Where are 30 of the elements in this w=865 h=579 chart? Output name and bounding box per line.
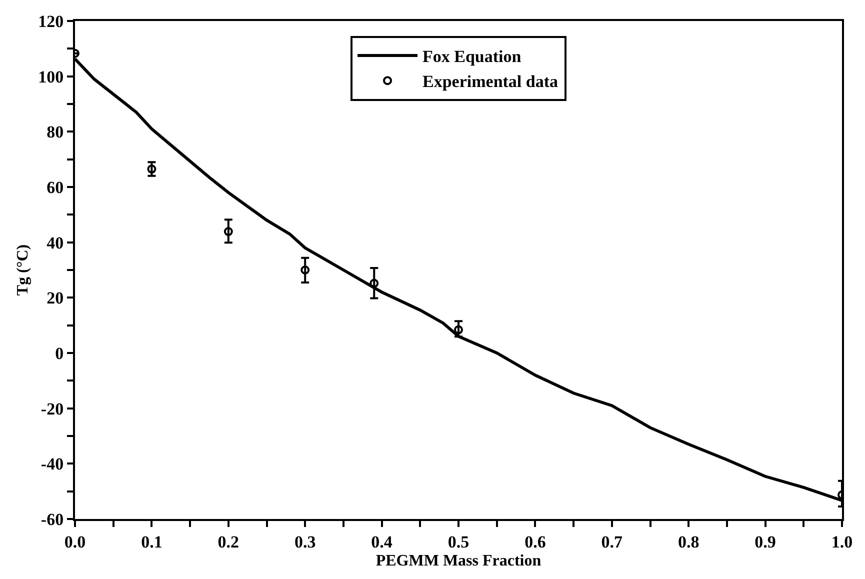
x-tick-label: 0.5 — [448, 532, 470, 552]
y-axis-title: Tg (°C) — [14, 244, 32, 296]
x-tick-label: 0.2 — [218, 532, 240, 552]
y-tick-label: 80 — [46, 122, 64, 142]
y-tick-label: 20 — [46, 288, 64, 308]
point — [300, 266, 310, 274]
y-tick-label: 40 — [46, 233, 64, 252]
x-tick-label: 0.6 — [524, 532, 546, 552]
x-tick-label: 0.8 — [678, 532, 700, 552]
y-tick-label: 0 — [55, 344, 64, 363]
x-tick-label: 0.0 — [64, 532, 86, 552]
y-tick-label: 60 — [46, 178, 64, 197]
y-tick-label: -40 — [40, 454, 64, 474]
x-tick-label: 0.7 — [601, 532, 624, 552]
point — [147, 164, 156, 174]
point — [454, 325, 463, 334]
legend-label: Experimental data — [422, 72, 559, 92]
x-tick-label: 0.3 — [294, 532, 316, 552]
x-tick-label: 0.9 — [754, 532, 776, 552]
legend-label: Fox Equation — [422, 47, 522, 66]
x-tick-label: 1.0 — [831, 532, 853, 552]
y-tick-label: 100 — [38, 67, 64, 86]
y-tick-label: -60 — [40, 510, 64, 529]
y-tick-label: 120 — [38, 12, 64, 31]
point — [370, 278, 379, 288]
y-tick-label: -20 — [40, 399, 64, 418]
x-tick-label: 0.4 — [371, 532, 393, 552]
x-axis-title: PEGMM Mass Fraction — [376, 552, 542, 570]
x-tick-label: 0.1 — [141, 532, 162, 552]
point — [224, 227, 233, 236]
